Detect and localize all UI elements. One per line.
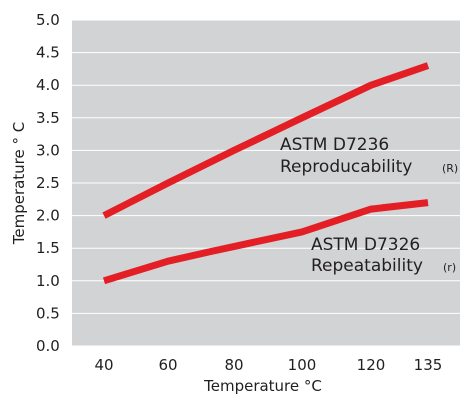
- x-axis-ticks: 40 60 80 100 120 135: [94, 356, 442, 374]
- y-tick-label: 3.5: [36, 109, 60, 127]
- y-tick-label: 0.0: [36, 337, 60, 355]
- series-line-2: [102, 199, 429, 285]
- y-tick-label: 4.0: [36, 76, 60, 94]
- x-tick-label: 100: [288, 356, 317, 374]
- y-axis-title: Temperature ° C: [10, 122, 28, 246]
- annotation-repeatability-line2: Repeatability: [311, 256, 423, 276]
- annotation-reproducibility-line1: ASTM D7236: [280, 135, 389, 155]
- y-tick-label: 2.0: [36, 207, 60, 225]
- y-tick-label: 0.5: [36, 304, 60, 322]
- x-tick-label: 60: [158, 356, 177, 374]
- annotation-repeatability-line1: ASTM D7326: [311, 235, 420, 255]
- x-tick-label: 40: [94, 356, 113, 374]
- x-tick-label: 80: [224, 356, 243, 374]
- annotation-reproducibility-line2: Reproducability: [280, 157, 412, 177]
- y-tick-label: 2.5: [36, 174, 60, 192]
- series-line-1: [102, 62, 430, 219]
- y-tick-label: 5.0: [36, 11, 60, 29]
- series-lines: [102, 62, 430, 285]
- x-axis-title: Temperature °C: [203, 377, 322, 395]
- annotation-repeatability-suffix: (r): [443, 261, 456, 274]
- y-tick-label: 1.5: [36, 239, 60, 257]
- grid-lines: [72, 19, 460, 347]
- annotation-reproducibility-suffix: (R): [442, 162, 458, 175]
- y-axis-ticks: 0.0 0.5 1.0 1.5 2.0 2.5 3.0 3.5 4.0 4.5 5.0: [36, 11, 60, 355]
- y-tick-label: 4.5: [36, 44, 60, 62]
- y-tick-label: 3.0: [36, 141, 60, 159]
- x-tick-label: 120: [357, 356, 386, 374]
- x-tick-label: 135: [414, 356, 443, 374]
- y-tick-label: 1.0: [36, 272, 60, 290]
